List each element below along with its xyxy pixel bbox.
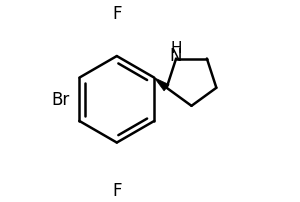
Text: H: H bbox=[170, 41, 182, 56]
Text: F: F bbox=[112, 5, 122, 23]
Text: F: F bbox=[112, 181, 122, 199]
Text: N: N bbox=[170, 47, 182, 65]
Text: Br: Br bbox=[51, 91, 70, 109]
Polygon shape bbox=[154, 78, 169, 92]
